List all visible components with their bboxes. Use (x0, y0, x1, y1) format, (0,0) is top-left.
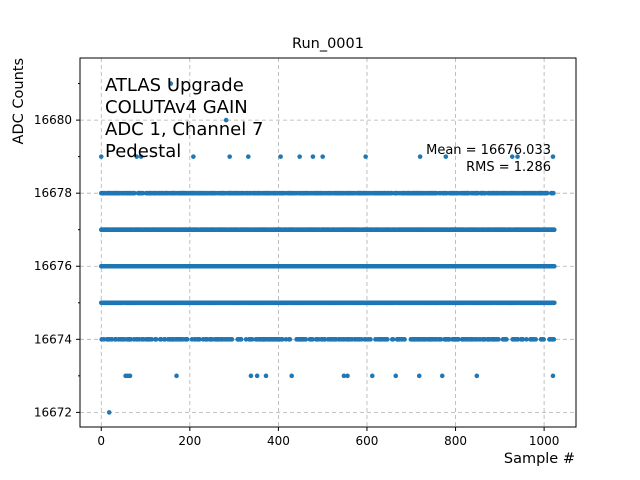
data-point-outlier (248, 373, 254, 379)
data-point-outlier (439, 373, 445, 379)
data-point-outlier (320, 154, 325, 159)
x-tick-label: 800 (444, 434, 467, 448)
data-point (504, 337, 509, 342)
data-point (132, 190, 137, 196)
data-point-outlier (168, 81, 174, 86)
x-tick-label: 0 (97, 434, 105, 448)
data-point-outlier (98, 154, 104, 159)
y-tick-label: 16678 (34, 186, 72, 200)
annotation-line-1: ATLAS Upgrade (105, 75, 244, 96)
data-point (153, 337, 159, 342)
data-point-outlier (134, 154, 139, 159)
data-point (541, 337, 546, 342)
stats-rms: RMS = 1.286 (466, 160, 551, 175)
data-point (229, 337, 235, 342)
data-point-outlier (363, 154, 368, 159)
data-point (552, 227, 557, 233)
data-point (149, 337, 155, 342)
data-point (385, 337, 390, 342)
annotation-line-4: Pedestal (105, 141, 181, 162)
data-point (368, 337, 373, 342)
y-tick-label: 16676 (34, 259, 72, 273)
data-point-outlier (310, 154, 316, 159)
data-point-outlier (289, 373, 294, 379)
x-axis-label: Sample # (504, 451, 575, 467)
data-point-outlier (369, 373, 375, 379)
data-point (280, 337, 285, 342)
x-tick-label: 1000 (529, 434, 560, 448)
data-point (310, 337, 315, 342)
y-tick-label: 16680 (34, 113, 72, 127)
data-point-outlier (297, 154, 302, 159)
x-tick-label: 600 (356, 434, 379, 448)
data-point (249, 337, 255, 342)
data-point (238, 337, 244, 342)
data-point-outlier (245, 154, 251, 159)
data-point (544, 190, 550, 196)
data-point (520, 337, 526, 342)
data-point-outlier (416, 373, 422, 379)
data-point (524, 337, 529, 342)
annotation-line-2: COLUTAv4 GAIN (105, 97, 248, 118)
x-tick-label: 400 (267, 434, 290, 448)
data-point (551, 190, 556, 196)
data-point-outlier (254, 373, 260, 379)
data-point-outlier (223, 117, 229, 123)
data-points (98, 81, 557, 415)
data-point-outlier (417, 154, 423, 159)
annotation-line-3: ADC 1, Channel 7 (105, 119, 263, 140)
data-point (402, 337, 407, 342)
plot-area-frame (79, 57, 577, 428)
data-point-outlier (263, 373, 269, 379)
axis-ticks: 0 200 400 600 800 1000 16672 16674 16676 16678 166… (34, 83, 560, 448)
data-point-outlier (550, 373, 556, 379)
data-point-outlier (138, 154, 144, 159)
x-tick-label: 200 (178, 434, 201, 448)
data-point (552, 300, 557, 306)
data-point-outlier (550, 154, 556, 159)
data-point (533, 337, 538, 342)
stats-mean: Mean = 16676.033 (426, 143, 551, 158)
y-tick-label: 16672 (34, 405, 72, 419)
data-point-outlier (191, 154, 196, 159)
data-point (552, 263, 557, 269)
data-point (303, 337, 309, 342)
data-point-outlier (509, 154, 515, 159)
y-axis-label: ADC Counts (11, 58, 27, 144)
data-point (197, 337, 202, 342)
data-point (287, 337, 293, 342)
data-point-outlier (345, 373, 350, 379)
data-point-outlier (127, 373, 133, 379)
data-point-outlier (106, 410, 112, 415)
y-tick-label: 16674 (34, 332, 72, 346)
data-point (456, 337, 461, 342)
data-point-outlier (227, 154, 232, 159)
data-point-outlier (278, 154, 283, 159)
data-point (496, 337, 501, 342)
data-point (390, 337, 396, 342)
data-point (184, 337, 190, 342)
chart-title: Run_0001 (292, 36, 364, 52)
data-point (438, 337, 444, 342)
data-point (551, 337, 557, 342)
data-point-outlier (174, 373, 179, 379)
data-point-outlier (443, 154, 449, 159)
data-point-outlier (515, 154, 520, 159)
data-point-outlier (341, 373, 347, 379)
data-point-outlier (474, 373, 480, 379)
data-point-outlier (393, 373, 399, 379)
